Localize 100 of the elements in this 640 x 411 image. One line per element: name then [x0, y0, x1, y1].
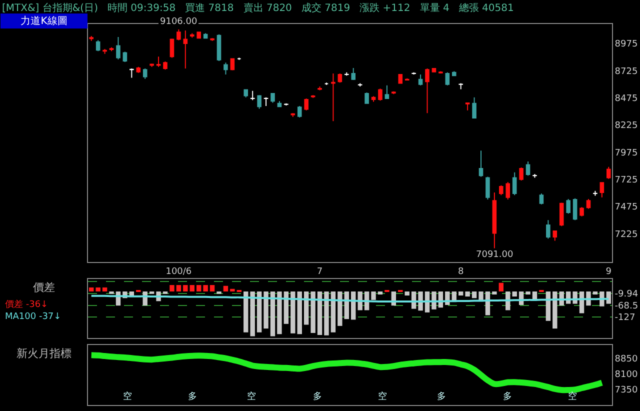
- bar: [96, 287, 100, 292]
- y-tick-label: 8975: [614, 40, 638, 50]
- candlestick: [526, 160, 530, 176]
- annotation: 多: [313, 391, 322, 402]
- candlestick: [130, 68, 134, 78]
- x-tick-label: 7: [316, 266, 323, 277]
- candlestick: [150, 63, 154, 68]
- candlestick: [600, 182, 604, 198]
- candlestick: [519, 166, 524, 181]
- bar: [478, 291, 484, 300]
- bar: [378, 291, 383, 295]
- candlestick: [190, 32, 194, 38]
- candlestick: [432, 68, 436, 73]
- candlestick: [465, 102, 470, 111]
- candlestick: [264, 96, 268, 107]
- bar: [310, 291, 316, 333]
- candlestick: [539, 193, 544, 205]
- y-tick-label: 8850: [614, 354, 638, 364]
- candlestick: [257, 94, 262, 110]
- candlestick: [96, 40, 100, 52]
- bar: [162, 291, 168, 294]
- candlestick: [404, 78, 410, 82]
- candlestick: [351, 68, 356, 80]
- candlestick: [210, 38, 214, 42]
- candlestick: [580, 206, 584, 217]
- annotation: 9106.00: [160, 17, 198, 27]
- candlestick: [142, 68, 148, 80]
- candlestick: [156, 56, 161, 68]
- candlestick: [532, 173, 537, 178]
- y-tick-label: -68.5: [614, 301, 638, 312]
- candlestick: [392, 90, 396, 95]
- bar: [256, 291, 262, 332]
- candlestick: [102, 48, 107, 54]
- candlestick: [445, 72, 450, 86]
- candlestick: [472, 96, 476, 120]
- candlestick: [170, 38, 174, 58]
- bar: [297, 291, 302, 334]
- bar: [190, 285, 194, 292]
- bar: [492, 291, 497, 295]
- chart-title: [MTX&] 台指期&(日) 時間 09:39:58 買進 7818 賣出 7820 成交 7819 漲跌 +112 單量 4 總張 40581: [2, 2, 514, 14]
- annotation: 空: [247, 391, 256, 402]
- candlestick: [331, 72, 336, 122]
- y-tick-label: 7350: [614, 386, 638, 396]
- candlestick: [136, 66, 141, 74]
- bar: [330, 291, 336, 332]
- bar: [606, 291, 611, 304]
- annotation: 多: [503, 391, 512, 402]
- text: MA100 -37↓: [5, 312, 62, 322]
- candlestick: [122, 51, 128, 63]
- bar: [324, 291, 329, 336]
- x-tick-label: 100/6: [166, 266, 192, 277]
- candlestick: [593, 190, 598, 196]
- y-tick-label: -9.94: [614, 290, 638, 300]
- bar: [264, 291, 268, 329]
- candlestick: [358, 82, 362, 87]
- bar: [223, 286, 228, 292]
- bar: [498, 282, 504, 292]
- candlestick: [224, 62, 228, 76]
- y-tick-label: -127: [614, 313, 636, 324]
- candlestick: [478, 150, 484, 178]
- bar: [465, 291, 470, 297]
- candlestick: [318, 86, 322, 91]
- annotation: 空: [378, 391, 387, 402]
- candlestick: [310, 94, 316, 98]
- candlestick: [458, 82, 463, 90]
- bar: [270, 291, 276, 336]
- annotation: 多: [188, 391, 197, 402]
- bar: [203, 285, 208, 292]
- bar: [196, 285, 202, 292]
- bar: [149, 291, 154, 294]
- candlestick: [109, 46, 114, 52]
- candlestick: [163, 60, 168, 70]
- candlestick: [244, 88, 248, 98]
- candlestick: [364, 92, 369, 104]
- bar: [472, 291, 477, 298]
- bar: [526, 291, 530, 295]
- candlestick: [116, 36, 120, 60]
- bar: [371, 291, 376, 300]
- bar: [176, 285, 182, 292]
- candlestick: [344, 72, 349, 76]
- candlestick: [237, 57, 242, 60]
- bar: [404, 291, 410, 296]
- text: 價差 -36↓: [5, 299, 48, 310]
- annotation: 空: [568, 391, 577, 402]
- candlestick: [270, 92, 275, 104]
- bar: [277, 291, 282, 334]
- bar: [102, 287, 108, 292]
- candlestick: [324, 82, 329, 86]
- bar: [317, 291, 322, 335]
- y-tick-label: 7975: [614, 148, 638, 158]
- candlestick: [606, 166, 611, 180]
- bar: [552, 291, 558, 329]
- candlestick: [438, 70, 443, 74]
- candlestick: [486, 176, 490, 200]
- bar: [338, 291, 342, 326]
- bar: [458, 291, 464, 296]
- bar: [183, 285, 188, 292]
- bar: [592, 291, 598, 295]
- candlestick: [586, 198, 591, 210]
- candlestick: [398, 73, 403, 84]
